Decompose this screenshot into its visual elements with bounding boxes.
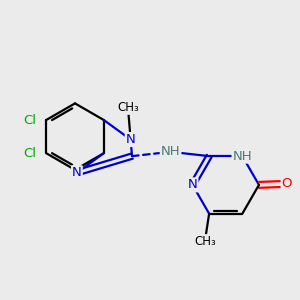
Text: Cl: Cl <box>24 113 37 127</box>
Text: NH: NH <box>232 150 252 163</box>
Text: CH₃: CH₃ <box>194 235 216 248</box>
Text: N: N <box>72 166 82 179</box>
Text: O: O <box>282 177 292 190</box>
Text: N: N <box>126 133 136 146</box>
Text: Cl: Cl <box>24 147 37 160</box>
Text: N: N <box>188 178 197 191</box>
Text: NH: NH <box>161 145 180 158</box>
Text: CH₃: CH₃ <box>117 101 139 114</box>
